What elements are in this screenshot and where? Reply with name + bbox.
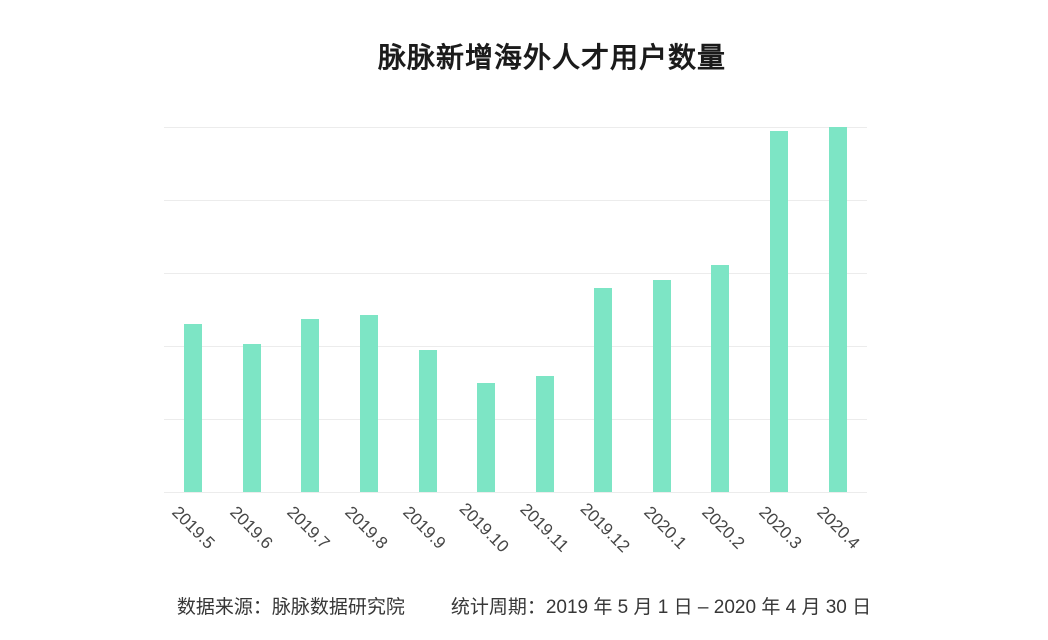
gridline-60 [164,273,867,274]
x-tick-cell: 2019.5 [164,492,222,587]
x-tick-cell: 2019.9 [395,492,453,587]
x-tick-label-2019.10: 2019.10 [455,499,513,557]
x-tick-label-2020.4: 2020.4 [813,502,864,553]
bar-band [164,127,223,492]
bar-2019.9 [418,350,437,492]
stat-period-label: 统计周期：2019 年 5 月 1 日 – 2020 年 4 月 30 日 [450,597,872,618]
bar-band [515,127,574,492]
x-tick-cell: 2020.2 [694,492,752,587]
plot-area [164,127,867,493]
bar-band [457,127,516,492]
x-tick-label-2019.8: 2019.8 [341,502,392,553]
x-tick-cell: 2019.10 [453,492,514,587]
x-tick-label-2020.3: 2020.3 [755,502,806,553]
x-tick-label-2019.9: 2019.9 [399,502,450,553]
x-tick-cell: 2020.1 [636,492,694,587]
x-tick-label-2020.1: 2020.1 [640,502,691,553]
gridline-0 [164,492,867,493]
bar-band [633,127,692,492]
bar-2019.10 [477,382,496,492]
bar-2020.1 [652,279,671,492]
bar-band [281,127,340,492]
gridline-20 [164,419,867,420]
gridline-100 [164,127,867,128]
x-tick-label-2019.5: 2019.5 [168,502,219,553]
x-tick-label-2019.6: 2019.6 [225,502,277,553]
bar-band [340,127,399,492]
x-tick-cell: 2020.4 [809,492,867,587]
data-source-label: 数据来源：脉脉数据研究院 [176,597,405,618]
bar-band [750,127,809,492]
x-tick-cell: 2019.8 [337,492,395,587]
bar-2019.7 [301,319,320,492]
chart-title: 脉脉新增海外人才用户数量 [377,42,726,73]
x-axis-labels: 2019.5 2019.6 2019.7 2019.8 2019.9 2019.10 201… [164,492,867,587]
chart-footer: 数据来源：脉脉数据研究院 统计周期：2019 年 5 月 1 日 – 2020 年… [0,592,1048,619]
bar-2020.2 [711,264,730,492]
x-tick-cell: 2019.12 [574,492,635,587]
bar-2019.8 [360,314,379,492]
x-tick-cell: 2019.7 [280,492,338,587]
x-tick-cell: 2019.6 [222,492,280,587]
bar-2019.6 [242,344,261,492]
x-tick-label-2019.12: 2019.12 [577,499,635,557]
bar-band [691,127,750,492]
bars-container [164,127,867,492]
bar-2019.11 [535,375,554,492]
bar-band [223,127,282,492]
bar-2020.3 [770,131,789,492]
gridline-80 [164,200,867,201]
x-tick-cell: 2019.11 [514,492,574,587]
gridline-40 [164,346,867,347]
bar-2020.4 [828,127,847,492]
x-tick-label-2019.11: 2019.11 [516,499,573,556]
x-tick-label-2019.7: 2019.7 [283,502,334,553]
bar-2019.5 [184,323,203,492]
x-tick-label-2020.2: 2020.2 [697,502,749,553]
bar-band [808,127,867,492]
bar-band [574,127,633,492]
x-tick-cell: 2020.3 [751,492,809,587]
bar-band [398,127,457,492]
bar-2019.12 [594,287,613,492]
